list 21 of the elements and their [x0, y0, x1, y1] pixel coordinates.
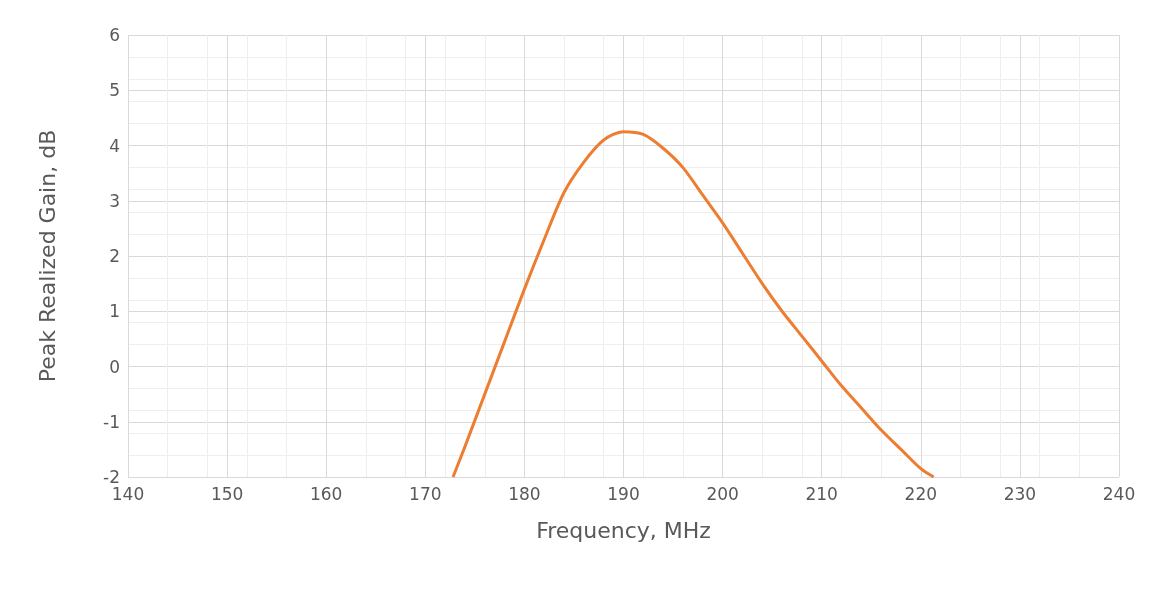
x-tick-label: 210 [805, 483, 838, 504]
y-tick-label: 3 [109, 190, 120, 211]
y-tick-label: -1 [103, 411, 120, 432]
y-tick-label: 0 [109, 356, 120, 377]
x-tick-label: 220 [904, 483, 938, 504]
x-tick-label: 160 [309, 483, 343, 504]
x-tick-label: 230 [1003, 483, 1037, 504]
y-axis-title: Peak Realized Gain, dB [34, 129, 60, 383]
x-tick-label: 190 [607, 483, 640, 504]
line-series [451, 130, 936, 479]
x-tick-label: 150 [210, 483, 244, 504]
y-tick-label: 6 [109, 25, 120, 45]
x-axis-title: Frequency, MHz [536, 517, 711, 543]
x-tick-label: 200 [706, 483, 739, 504]
y-tick-label: 4 [109, 135, 120, 156]
x-tick-label: 170 [409, 483, 442, 504]
y-tick-label: 5 [109, 80, 120, 101]
y-tick-label: 2 [109, 246, 120, 266]
x-tick-label: 180 [508, 483, 541, 504]
x-tick-label: 240 [1102, 483, 1136, 504]
y-tick-label: 1 [109, 301, 120, 322]
